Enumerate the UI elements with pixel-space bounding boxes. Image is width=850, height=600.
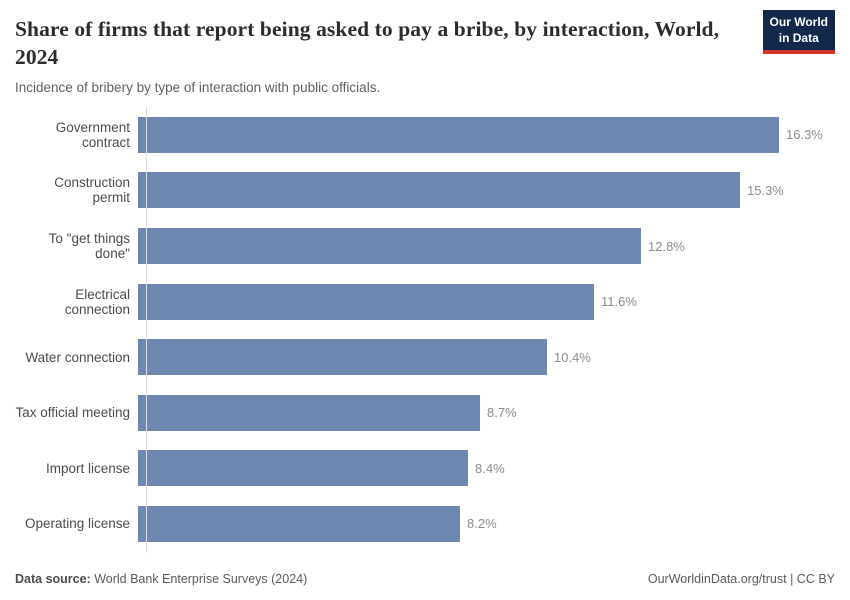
bar[interactable] <box>138 228 641 265</box>
bar[interactable] <box>138 339 547 376</box>
chart-header: Share of firms that report being asked t… <box>0 0 850 95</box>
bar[interactable] <box>138 116 779 153</box>
bar-area: 16.3% <box>138 116 850 153</box>
category-label: Import license <box>45 460 130 476</box>
value-label: 8.2% <box>467 516 497 532</box>
chart-title: Share of firms that report being asked t… <box>15 17 720 69</box>
value-label: 16.3% <box>786 127 823 143</box>
bar[interactable] <box>138 450 468 487</box>
category-label: Tax official meeting <box>15 405 130 421</box>
bar-chart: Government contract 16.3% Construction per… <box>0 107 850 554</box>
bar-row: Construction permit 15.3% <box>15 163 850 219</box>
category-label: Water connection <box>25 349 130 365</box>
bar-row: Electrical connection 11.6% <box>15 274 850 330</box>
category-label: Government contract <box>55 119 130 150</box>
bar[interactable] <box>138 394 480 431</box>
bar-area: 15.3% <box>138 172 850 209</box>
chart-footer: Data source: World Bank Enterprise Surve… <box>15 572 835 586</box>
bar-area: 8.7% <box>138 394 850 431</box>
category-label: Electrical connection <box>64 286 130 317</box>
category-label: Operating license <box>24 516 130 532</box>
bar-rows: Government contract 16.3% Construction per… <box>15 107 850 552</box>
bar-area: 8.4% <box>138 450 850 487</box>
value-label: 11.6% <box>601 294 637 310</box>
bar-area: 10.4% <box>138 339 850 376</box>
bar-area: 11.6% <box>138 283 850 320</box>
owid-logo-line1: Our World <box>769 15 828 29</box>
bar-area: 12.8% <box>138 228 850 265</box>
data-source-label: Data source: <box>15 572 91 586</box>
value-label: 12.8% <box>648 238 685 254</box>
category-label: To "get things done" <box>48 231 130 262</box>
bar[interactable] <box>138 172 740 209</box>
value-label: 15.3% <box>747 182 784 198</box>
bar-area: 8.2% <box>138 505 850 542</box>
chart-subtitle: Incidence of bribery by type of interact… <box>15 80 381 96</box>
data-source-value: World Bank Enterprise Surveys (2024) <box>90 572 308 586</box>
category-label: Construction permit <box>54 175 130 206</box>
bar-row: Tax official meeting 8.7% <box>15 385 850 441</box>
value-label: 8.4% <box>475 460 505 476</box>
bar-row: Government contract 16.3% <box>15 107 850 163</box>
owid-logo[interactable]: Our World in Data <box>762 10 835 55</box>
bar-row: Import license 8.4% <box>15 441 850 497</box>
data-source: Data source: World Bank Enterprise Surve… <box>15 572 307 586</box>
license-link[interactable]: CC BY <box>796 572 835 586</box>
attribution-separator: | <box>786 572 797 586</box>
owid-logo-line2: in Data <box>778 30 819 45</box>
bar[interactable] <box>138 283 594 320</box>
bar-row: Water connection 10.4% <box>15 329 850 385</box>
bar[interactable] <box>138 505 460 542</box>
owid-url-link[interactable]: OurWorldinData.org/trust <box>647 572 787 586</box>
value-label: 10.4% <box>554 349 591 365</box>
attribution: OurWorldinData.org/trust | CC BY <box>648 572 835 586</box>
bar-row: Operating license 8.2% <box>15 496 850 552</box>
bar-row: To "get things done" 12.8% <box>15 218 850 274</box>
value-label: 8.7% <box>487 405 517 421</box>
y-axis-line <box>146 107 147 554</box>
